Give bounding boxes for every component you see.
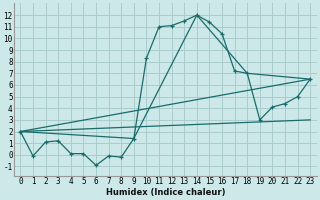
X-axis label: Humidex (Indice chaleur): Humidex (Indice chaleur) — [106, 188, 225, 197]
